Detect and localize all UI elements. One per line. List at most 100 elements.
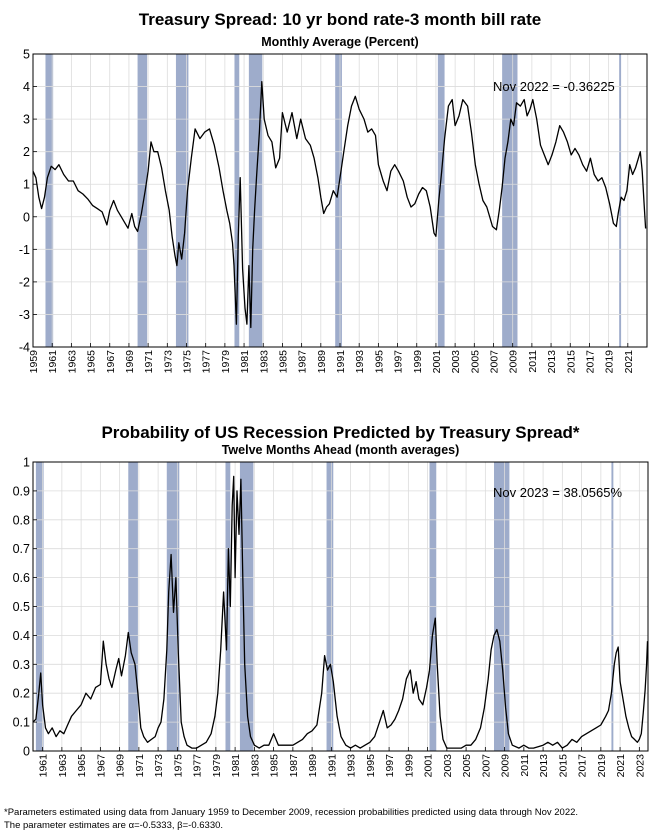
treasury-spread-chart: Treasury Spread: 10 yr bond rate-3 month… bbox=[19, 10, 648, 374]
recession-band bbox=[175, 54, 189, 347]
chart-subtitle: Twelve Months Ahead (month averages) bbox=[222, 443, 460, 457]
x-tick-label: 2007 bbox=[480, 754, 492, 778]
y-tick-label: 2 bbox=[23, 145, 30, 159]
x-tick-label: 1965 bbox=[86, 350, 98, 374]
x-tick-label: 1975 bbox=[182, 350, 194, 374]
x-tick-label: 1995 bbox=[373, 350, 385, 374]
recession-band bbox=[45, 54, 54, 347]
x-tick-label: 2001 bbox=[423, 754, 435, 778]
x-tick-label: 1993 bbox=[354, 350, 366, 374]
data-series-line bbox=[32, 475, 649, 749]
y-tick-label: 0 bbox=[23, 210, 30, 224]
y-tick-label: 3 bbox=[23, 113, 30, 127]
y-tick-label: -1 bbox=[19, 243, 30, 257]
footnote-line-2: The parameter estimates are α=-0.5333, β… bbox=[4, 820, 224, 831]
x-tick-label: 1981 bbox=[239, 350, 251, 374]
x-tick-label: 1985 bbox=[269, 754, 281, 778]
chart-title: Probability of US Recession Predicted by… bbox=[101, 423, 579, 442]
x-tick-label: 1989 bbox=[316, 350, 328, 374]
x-tick-label: 1981 bbox=[230, 754, 242, 778]
x-tick-label: 1969 bbox=[115, 754, 127, 778]
x-tick-label: 2017 bbox=[584, 350, 596, 374]
recession-band bbox=[502, 54, 518, 347]
x-tick-label: 2007 bbox=[489, 350, 501, 374]
x-tick-label: 2003 bbox=[442, 754, 454, 778]
x-tick-label: 1963 bbox=[57, 754, 69, 778]
y-tick-label: 0 bbox=[23, 745, 30, 759]
x-tick-label: 2017 bbox=[577, 754, 589, 778]
x-tick-label: 2013 bbox=[538, 754, 550, 778]
x-tick-label: 1969 bbox=[124, 350, 136, 374]
y-tick-label: 4 bbox=[23, 80, 30, 94]
x-tick-label: 1997 bbox=[384, 754, 396, 778]
x-tick-label: 1991 bbox=[326, 754, 338, 778]
footnote-line-1: *Parameters estimated using data from Ja… bbox=[4, 807, 579, 818]
x-tick-label: 1965 bbox=[76, 754, 88, 778]
x-tick-label: 2019 bbox=[604, 350, 616, 374]
x-tick-label: 1991 bbox=[335, 350, 347, 374]
x-tick-label: 1967 bbox=[105, 350, 117, 374]
x-tick-label: 1973 bbox=[153, 754, 165, 778]
y-tick-label: 0.6 bbox=[13, 571, 30, 585]
x-tick-label: 2015 bbox=[557, 754, 569, 778]
x-tick-label: 1971 bbox=[134, 754, 146, 778]
x-tick-label: 2009 bbox=[500, 754, 512, 778]
x-tick-label: 2005 bbox=[469, 350, 481, 374]
chart-annotation: Nov 2023 = 38.0565% bbox=[493, 485, 622, 500]
x-tick-label: 2021 bbox=[623, 350, 635, 374]
y-tick-label: 0.8 bbox=[13, 513, 30, 527]
y-tick-label: -3 bbox=[19, 308, 30, 322]
y-tick-label: 0.7 bbox=[13, 542, 30, 556]
x-tick-label: 2011 bbox=[527, 350, 539, 373]
recession-band bbox=[234, 54, 240, 347]
y-tick-label: 0.1 bbox=[13, 716, 30, 730]
x-tick-label: 1995 bbox=[365, 754, 377, 778]
recession-probability-chart: Probability of US Recession Predicted by… bbox=[13, 423, 649, 778]
x-tick-label: 1983 bbox=[249, 754, 261, 778]
x-tick-label: 1961 bbox=[38, 754, 50, 778]
x-tick-label: 1985 bbox=[277, 350, 289, 374]
x-tick-label: 1967 bbox=[95, 754, 107, 778]
x-tick-label: 1999 bbox=[403, 754, 415, 778]
x-tick-label: 2003 bbox=[450, 350, 462, 374]
y-tick-label: 5 bbox=[23, 48, 30, 62]
x-tick-label: 1987 bbox=[288, 754, 300, 778]
x-tick-label: 1971 bbox=[143, 350, 155, 374]
recession-band bbox=[335, 54, 342, 347]
x-tick-label: 1963 bbox=[66, 350, 78, 374]
x-tick-label: 2001 bbox=[431, 350, 443, 374]
x-tick-label: 1977 bbox=[201, 350, 213, 374]
x-tick-label: 2021 bbox=[615, 754, 627, 778]
y-tick-label: 0.9 bbox=[13, 484, 30, 498]
x-tick-label: 1989 bbox=[307, 754, 319, 778]
x-tick-label: 1993 bbox=[346, 754, 358, 778]
x-tick-label: 2013 bbox=[546, 350, 558, 374]
x-tick-label: 2023 bbox=[634, 754, 646, 778]
x-tick-label: 1979 bbox=[211, 754, 223, 778]
x-tick-label: 2015 bbox=[565, 350, 577, 374]
chart-annotation: Nov 2022 = -0.36225 bbox=[493, 79, 615, 94]
x-tick-label: 1959 bbox=[28, 350, 40, 374]
y-tick-label: 0.4 bbox=[13, 629, 30, 643]
x-tick-label: 1973 bbox=[162, 350, 174, 374]
y-tick-label: -2 bbox=[19, 275, 30, 289]
y-tick-label: 0.2 bbox=[13, 687, 30, 701]
data-series-line bbox=[32, 81, 647, 329]
chart-subtitle: Monthly Average (Percent) bbox=[261, 35, 418, 49]
recession-band bbox=[137, 54, 148, 347]
y-tick-label: 1 bbox=[23, 178, 30, 192]
x-tick-label: 1997 bbox=[393, 350, 405, 374]
x-tick-label: 1999 bbox=[412, 350, 424, 374]
y-tick-label: 0.3 bbox=[13, 658, 30, 672]
chart-title: Treasury Spread: 10 yr bond rate-3 month… bbox=[139, 10, 541, 29]
x-tick-label: 2011 bbox=[519, 754, 531, 777]
recession-band bbox=[437, 54, 445, 347]
x-tick-label: 1961 bbox=[47, 350, 59, 374]
y-tick-label: 0.5 bbox=[13, 600, 30, 614]
x-tick-label: 1983 bbox=[258, 350, 270, 374]
x-tick-label: 1979 bbox=[220, 350, 232, 374]
x-tick-label: 1977 bbox=[192, 754, 204, 778]
y-tick-label: 1 bbox=[23, 456, 30, 470]
y-tick-label: -4 bbox=[19, 341, 30, 355]
